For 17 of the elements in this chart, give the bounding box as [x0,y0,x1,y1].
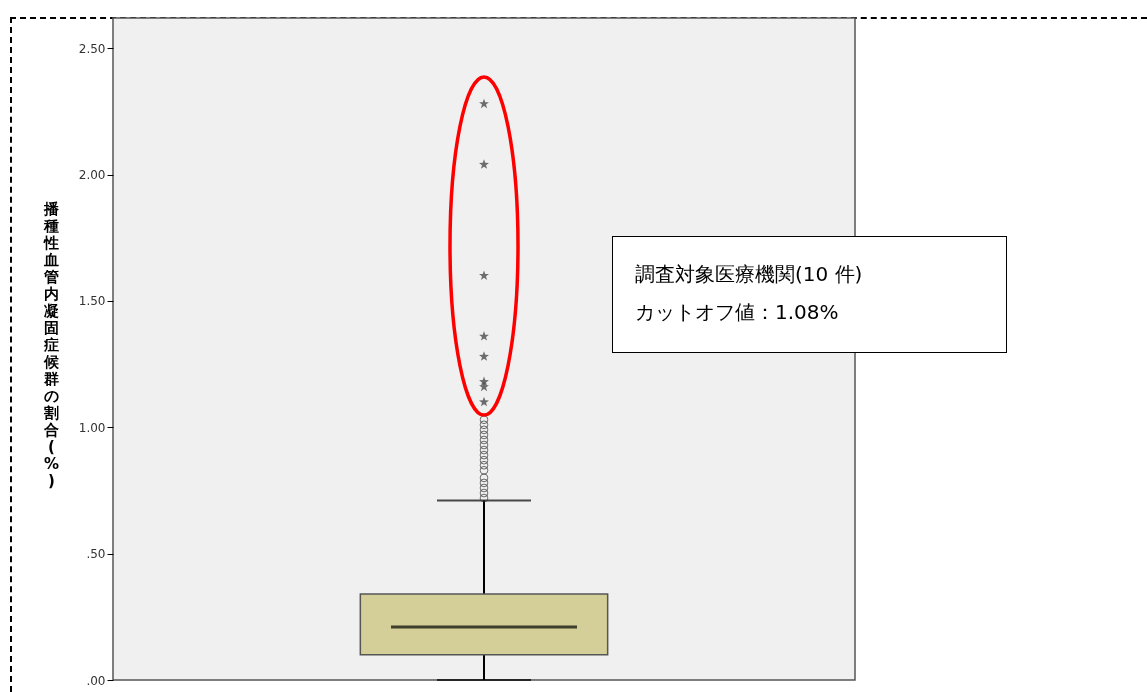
y-tick-label: 1.00 [78,420,106,435]
y-tick-label: 2.00 [78,168,106,183]
y-tick-label: .50 [86,547,106,562]
y-tick-label: 1.50 [78,294,106,309]
point [479,351,489,361]
point [479,159,489,169]
point [479,396,489,407]
y-tick-label: 2.50 [78,41,106,56]
point [479,98,489,109]
y-tick-label: .00 [86,673,106,688]
point [479,381,489,392]
text: 播種性血管内凝固症候群の割合(%) [43,199,60,490]
annotation: カットオフ値：1.08% [635,299,840,326]
annotation: 調査対象医療機関(10 件) [635,261,864,288]
point [479,331,489,341]
note-box: 調査対象医療機関(10 件) カットオフ値：1.08% [612,236,1007,353]
point [479,270,489,280]
